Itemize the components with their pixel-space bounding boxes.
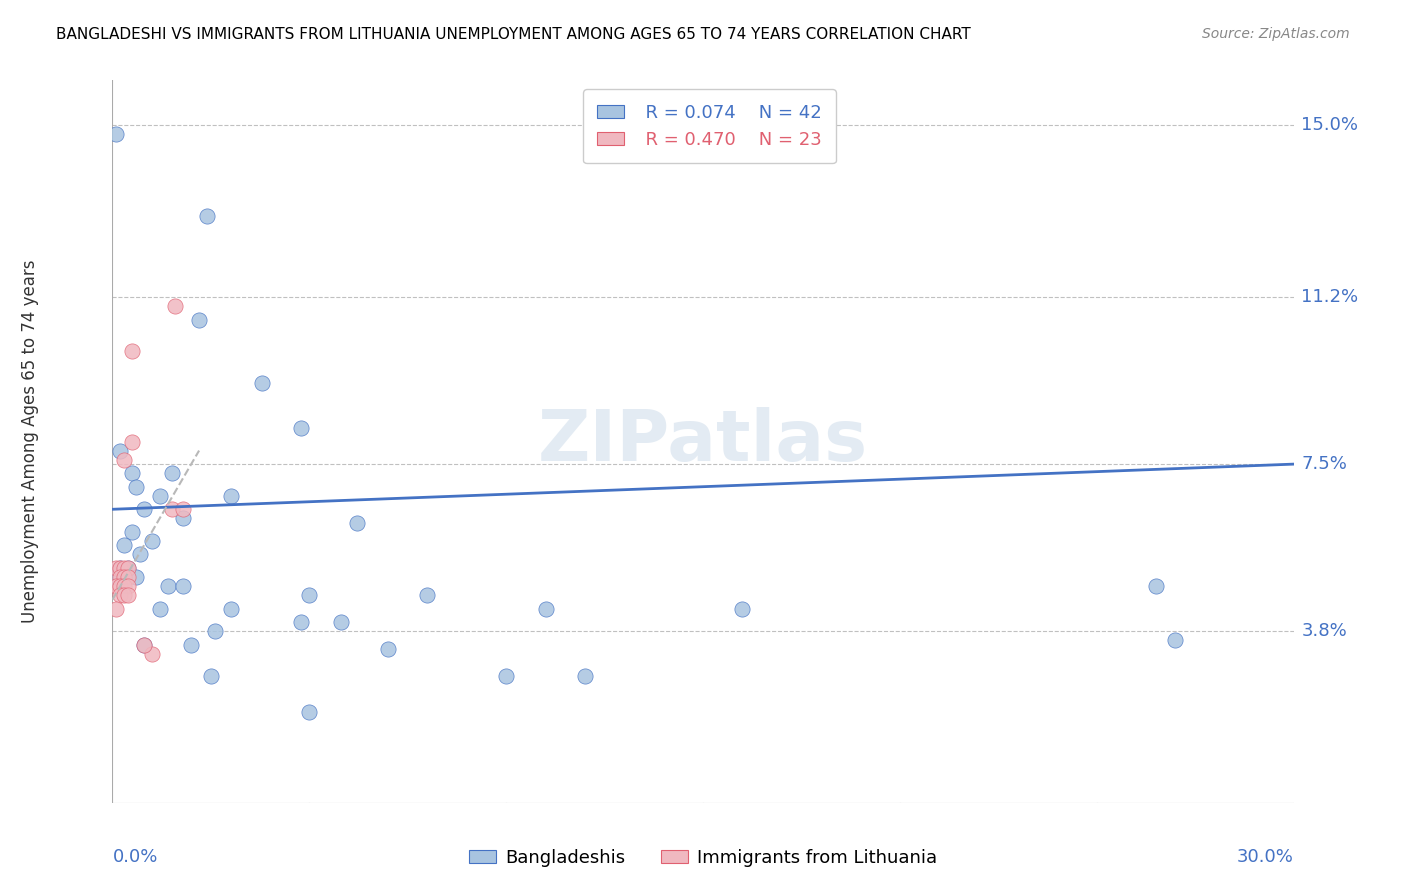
Text: 7.5%: 7.5% (1302, 455, 1347, 473)
Point (165, 299, 187, 313)
Point (110, 579, 132, 593)
Point (141, 533, 163, 548)
Text: Source: ZipAtlas.com: Source: ZipAtlas.com (1202, 27, 1350, 41)
Point (121, 524, 143, 539)
Text: BANGLADESHI VS IMMIGRANTS FROM LITHUANIA UNEMPLOYMENT AMONG AGES 65 TO 74 YEARS : BANGLADESHI VS IMMIGRANTS FROM LITHUANIA… (56, 27, 972, 42)
Point (149, 489, 172, 503)
Point (110, 443, 132, 458)
Point (110, 561, 132, 575)
Point (125, 570, 148, 584)
Point (112, 452, 135, 467)
Point (290, 421, 312, 435)
Point (121, 344, 143, 359)
Point (117, 579, 139, 593)
Point (112, 561, 135, 575)
Point (188, 312, 211, 326)
Point (172, 502, 194, 516)
Point (112, 579, 135, 593)
Legend:   R = 0.074    N = 42,   R = 0.470    N = 23: R = 0.074 N = 42, R = 0.470 N = 23 (583, 89, 835, 163)
Point (117, 561, 139, 575)
Point (731, 601, 754, 615)
Point (219, 601, 242, 615)
Point (125, 480, 148, 494)
Point (110, 561, 132, 575)
Point (105, 561, 128, 575)
Point (121, 466, 143, 480)
Point (117, 588, 139, 602)
Point (160, 502, 183, 516)
Point (172, 511, 194, 525)
Point (112, 538, 135, 552)
Point (346, 516, 368, 530)
Point (160, 466, 183, 480)
Point (298, 706, 321, 720)
Text: Unemployment Among Ages 65 to 74 years: Unemployment Among Ages 65 to 74 years (21, 260, 39, 624)
Point (105, 579, 128, 593)
Text: 30.0%: 30.0% (1237, 848, 1294, 866)
Point (110, 570, 132, 584)
Text: 15.0%: 15.0% (1302, 117, 1358, 135)
Point (204, 624, 226, 639)
Point (132, 502, 155, 516)
Point (105, 570, 128, 584)
Point (156, 579, 179, 593)
Point (117, 561, 139, 575)
Point (534, 601, 557, 615)
Point (112, 570, 135, 584)
Point (129, 548, 152, 562)
Point (495, 669, 517, 683)
Point (195, 209, 218, 223)
Point (377, 642, 399, 657)
Point (250, 376, 273, 390)
Text: 3.8%: 3.8% (1302, 623, 1347, 640)
Legend: Bangladeshis, Immigrants from Lithuania: Bangladeshis, Immigrants from Lithuania (461, 842, 945, 874)
Point (117, 570, 139, 584)
Point (1144, 579, 1167, 593)
Point (180, 638, 202, 652)
Point (141, 647, 163, 661)
Point (132, 638, 155, 652)
Point (105, 601, 128, 615)
Point (112, 588, 135, 602)
Text: 11.2%: 11.2% (1302, 288, 1358, 306)
Point (105, 128, 128, 142)
Point (290, 615, 312, 630)
Point (121, 434, 143, 449)
Point (298, 588, 321, 602)
Point (172, 579, 194, 593)
Point (110, 588, 132, 602)
Point (200, 669, 222, 683)
Point (132, 638, 155, 652)
Point (574, 669, 596, 683)
Point (416, 588, 439, 602)
Text: ZIPatlas: ZIPatlas (538, 407, 868, 476)
Point (1164, 633, 1187, 648)
Point (329, 615, 352, 630)
Point (219, 489, 242, 503)
Text: 0.0%: 0.0% (112, 848, 157, 866)
Point (149, 601, 172, 615)
